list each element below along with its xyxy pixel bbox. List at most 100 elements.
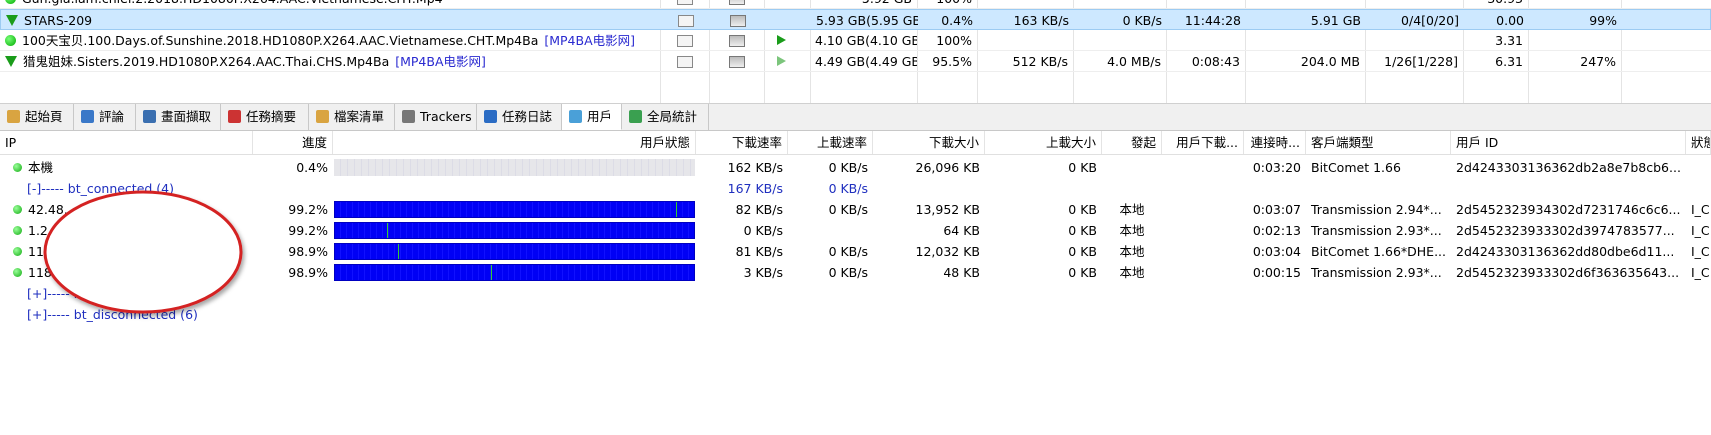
peer-progress: 98.9%	[288, 244, 328, 259]
peer-row[interactable]: [+]----- bt_disconnected (6)	[0, 304, 1711, 325]
peer-cell: 本地	[1102, 241, 1162, 262]
peer-cell: 0 KB/s	[788, 262, 873, 283]
peer-ip: 本機	[28, 160, 54, 175]
task-row[interactable]: STARS-209 5.93 GB(5.95 GB) 0.4% 163 KB/s 0 K…	[0, 9, 1711, 30]
peer-row[interactable]: 42.48. 99.2% 82 KB/s 0 KB/s 13,952 KB 0 KB 本地 0…	[0, 199, 1711, 220]
column-header[interactable]: 下載速率	[696, 131, 788, 154]
column-divider	[764, 0, 765, 103]
task-cell: 0.4%	[918, 10, 978, 29]
peer-origin: 本地	[1119, 202, 1145, 217]
tab-label: 用戶	[587, 109, 613, 124]
peer-cell: I_C	[1686, 241, 1711, 262]
task-row[interactable]: 100天宝贝.100.Days.of.Sunshine.2018.HD1080P…	[0, 30, 1711, 51]
column-header[interactable]: 客戶端類型	[1306, 131, 1451, 154]
play-icon	[777, 56, 786, 66]
task-cell	[709, 51, 764, 71]
peer-ip: 42.48.	[28, 202, 68, 217]
tab[interactable]: 檔案清單	[309, 104, 395, 130]
tab-icon	[143, 110, 156, 123]
column-header[interactable]: 上載大小	[985, 131, 1102, 154]
tab[interactable]: Trackers	[395, 104, 477, 130]
task-size: 4.10 GB(4.10 GB)	[815, 33, 917, 48]
column-header[interactable]: 上載速率	[788, 131, 873, 154]
column-divider	[1166, 0, 1167, 103]
column-header[interactable]: IP	[0, 131, 253, 154]
column-header[interactable]: 用戶下載...	[1162, 131, 1244, 154]
peer-row[interactable]: 本機 0.4% 162 KB/s 0 KB/s 26,096 KB 0 KB 0:03:20…	[0, 157, 1711, 178]
peer-row[interactable]: 1.2 99.2% 0 KB/s 64 KB 0 KB 本地 0:02:13 Transmis…	[0, 220, 1711, 241]
tab[interactable]: 起始頁	[0, 104, 74, 130]
peer-cell: I_C	[1686, 262, 1711, 283]
tab[interactable]: 任務摘要	[221, 104, 309, 130]
peer-origin: 本地	[1119, 223, 1145, 238]
peer-cell: 26,096 KB	[873, 157, 985, 178]
task-cell	[1528, 0, 1621, 8]
status-icon	[5, 0, 16, 4]
column-header[interactable]: 連接時...	[1244, 131, 1306, 154]
task-cell: 512 KB/s	[977, 51, 1073, 71]
peer-cell	[1162, 220, 1244, 241]
peer-down: 81 KB/s	[735, 244, 783, 259]
task-cell: 猎鬼姐妹.Sisters.2019.HD1080P.X264.AAC.Thai.…	[0, 51, 660, 71]
peer-client: BitComet 1.66*DHE...	[1311, 244, 1446, 259]
task-size: 5.92 GB	[862, 0, 912, 6]
column-header[interactable]: 狀態	[1686, 131, 1711, 154]
peer-client: BitComet 1.66	[1311, 160, 1401, 175]
tab-label: 全局統計	[647, 109, 698, 124]
column-header[interactable]: 下載大小	[873, 131, 985, 154]
tab[interactable]: 評論	[74, 104, 136, 130]
peer-cell: Transmission 2.93*...	[1306, 220, 1451, 241]
tab-label: 任務摘要	[246, 109, 297, 124]
peer-origin: 本地	[1119, 244, 1145, 259]
peer-list: IP 進度 用戶狀態 下載速率 上載速率 下載大小 上載大小 發起 用戶下載... 連接時... 客…	[0, 131, 1711, 435]
task-ratio: 6.31	[1495, 54, 1523, 69]
task-row[interactable]: 猎鬼姐妹.Sisters.2019.HD1080P.X264.AAC.Thai.…	[0, 51, 1711, 72]
task-cell: 95.5%	[917, 51, 977, 71]
peer-cell: I_C	[1686, 220, 1711, 241]
task-name: 100天宝贝.100.Days.of.Sunshine.2018.HD1080P…	[22, 33, 539, 48]
peer-icon	[13, 268, 22, 277]
peer-icon	[13, 163, 22, 172]
peer-cell: BitComet 1.66*DHE...	[1306, 241, 1451, 262]
peer-cell: 82 KB/s	[696, 199, 788, 220]
tab[interactable]: 全局統計	[622, 104, 709, 130]
tab[interactable]: 畫面擷取	[136, 104, 221, 130]
task-cell	[1166, 0, 1245, 8]
task-cell	[1073, 30, 1166, 50]
column-header[interactable]: 用戶 ID	[1451, 131, 1686, 154]
column-header[interactable]: 發起	[1102, 131, 1162, 154]
task-cell	[1622, 10, 1710, 29]
envelope-icon	[676, 0, 693, 5]
peer-state: I_C	[1691, 244, 1710, 259]
peer-group[interactable]: [+]----- bt_disconnected (6)	[27, 307, 198, 322]
peer-row[interactable]: [+]----- bt_connecting (10)	[0, 283, 1711, 304]
column-header[interactable]: 用戶狀態	[333, 131, 696, 154]
peer-row[interactable]: 118.16 98.9% 3 KB/s 0 KB/s 48 KB 0 KB 本地 0:00:1…	[0, 262, 1711, 283]
task-name: STARS-209	[24, 13, 93, 28]
peer-row[interactable]: 11 98.9% 81 KB/s 0 KB/s 12,032 KB 0 KB 本地 0:03:…	[0, 241, 1711, 262]
peer-id: 2d4243303136362dd80dbe6d11...	[1456, 244, 1675, 259]
tab[interactable]: 用戶	[562, 104, 622, 130]
task-row[interactable]: Gun.gia.lam.chief.2.2018.HD1080P.X264.AA…	[0, 0, 1711, 9]
tab[interactable]: 任務日誌	[477, 104, 562, 130]
peer-header: IP 進度 用戶狀態 下載速率 上載速率 下載大小 上載大小 發起 用戶下載... 連接時... 客…	[0, 131, 1711, 155]
peer-cell: 0 KB/s	[788, 199, 873, 220]
peer-down: 0 KB/s	[743, 223, 783, 238]
column-header[interactable]: 進度	[253, 131, 333, 154]
task-size: 5.93 GB(5.95 GB)	[816, 13, 918, 28]
peer-group[interactable]: [+]----- bt_connecting (10)	[27, 286, 192, 301]
peer-group[interactable]: [-]----- bt_connected (4)	[27, 181, 175, 196]
peer-row[interactable]: [-]----- bt_connected (4) 167 KB/s 0 KB/s	[0, 178, 1711, 199]
peer-downloaded: 26,096 KB	[915, 160, 980, 175]
peer-time: 0:02:13	[1252, 223, 1301, 238]
task-cell: 163 KB/s	[978, 10, 1074, 29]
envelope-icon	[677, 15, 694, 27]
tab-label: 評論	[99, 109, 125, 124]
peer-ip: 118.16	[28, 265, 72, 280]
peer-client: Transmission 2.93*...	[1311, 265, 1442, 280]
task-cell: 30.93	[1463, 0, 1528, 8]
peer-cell: 0 KB	[985, 157, 1102, 178]
peer-cell: 2d4243303136362db2a8e7b8cb6...	[1451, 157, 1686, 178]
peer-cell: 0:03:20	[1244, 157, 1306, 178]
task-cell	[1365, 0, 1463, 8]
